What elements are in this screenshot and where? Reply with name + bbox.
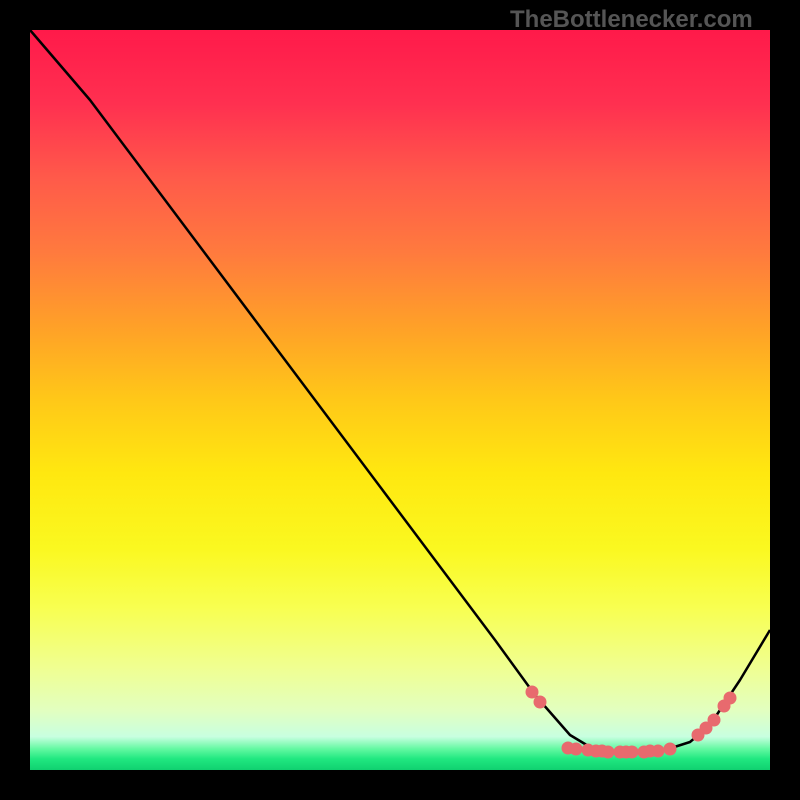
gradient-background: [30, 30, 770, 770]
watermark-text: TheBottlenecker.com: [510, 6, 753, 34]
plot-area: [30, 30, 770, 770]
